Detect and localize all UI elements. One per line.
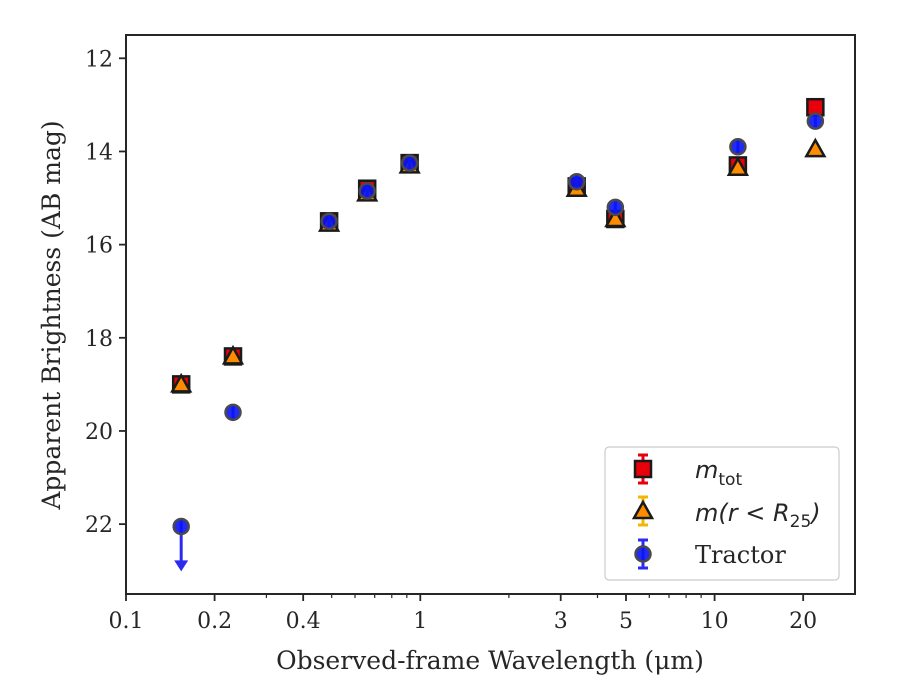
y-axis-label: Apparent Brightness (AB mag)	[37, 120, 66, 510]
axes: 0.1 0.2 0.4 1 3 5 10 20 12 14 16 18 20 22	[85, 34, 856, 634]
point-mr25	[726, 156, 750, 177]
x-tick-label: 3	[554, 609, 568, 634]
point-tractor	[567, 172, 586, 191]
plot-frame	[125, 34, 856, 595]
legend-marker-mr25	[631, 499, 655, 520]
x-tick-label: 1	[413, 609, 427, 634]
x-tick-label: 0.1	[109, 609, 144, 634]
point-tractor	[358, 182, 376, 200]
legend-marker-tractor	[634, 545, 652, 563]
point-tractor	[224, 403, 242, 422]
x-tick-label: 5	[619, 609, 633, 634]
y-tick-label: 18	[85, 327, 113, 352]
legend-mr25-tail: )	[809, 499, 820, 527]
legend-mtot-base: m	[695, 456, 718, 484]
x-tick-label: 10	[701, 609, 729, 634]
point-tractor	[320, 212, 338, 231]
legend-frame	[604, 446, 840, 581]
x-tick-label: 0.4	[286, 609, 321, 634]
point-tractor	[400, 154, 419, 172]
legend-label-tractor: Tractor	[695, 541, 786, 569]
point-mr25	[221, 344, 245, 365]
y-tick-label: 22	[85, 513, 113, 538]
y-tick-label: 16	[85, 234, 113, 259]
upper-limit-arrow-tractor	[174, 560, 189, 572]
point-tractor	[172, 517, 190, 536]
legend: mtot m(r < R25) Tractor	[604, 446, 840, 581]
legend-label-mr25: m(r < R25)	[695, 499, 821, 532]
plot-area	[170, 97, 827, 572]
x-tick-label: 20	[789, 609, 817, 634]
point-tractor	[606, 198, 625, 217]
point-tractor	[806, 112, 825, 130]
point-mr25	[604, 207, 627, 228]
legend-mr25-sub: 25	[790, 512, 812, 532]
y-tick-label: 20	[85, 420, 113, 445]
y-tick-label: 14	[85, 140, 113, 165]
x-axis-label: Observed-frame Wavelength (μm)	[276, 646, 704, 675]
legend-handles	[631, 453, 655, 570]
point-tractor	[729, 138, 747, 156]
legend-mtot-sub: tot	[718, 470, 742, 490]
point-mr25	[804, 137, 827, 158]
legend-mr25-main: m(r < R	[695, 499, 790, 527]
y-tick-label: 12	[85, 47, 113, 72]
legend-marker-mtot	[633, 459, 653, 479]
legend-label-mtot: mtot	[695, 456, 742, 490]
point-mr25	[170, 372, 193, 393]
x-tick-label: 0.2	[197, 609, 232, 634]
